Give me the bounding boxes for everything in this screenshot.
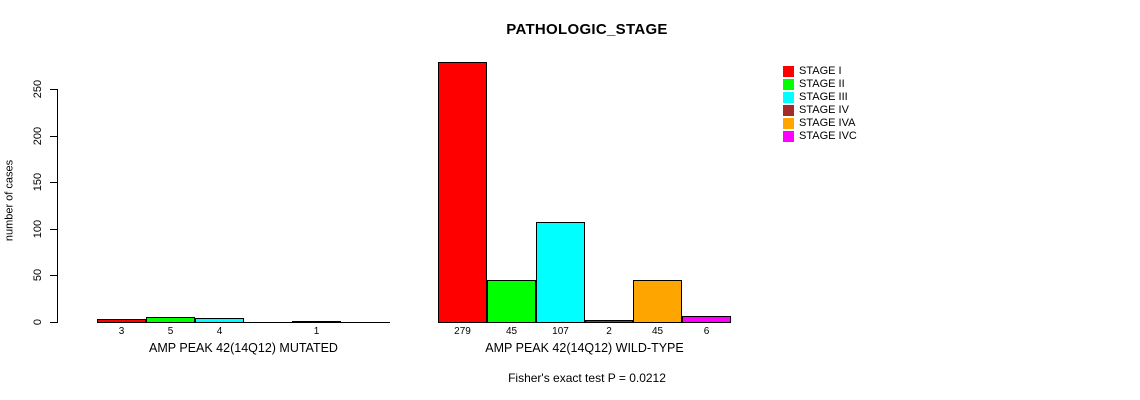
bar-value-label: 45 <box>505 326 518 337</box>
bar-stage-iva <box>633 280 682 322</box>
y-axis-tick <box>50 322 57 323</box>
y-axis-tick-label: 250 <box>32 79 44 99</box>
y-axis-tick-label: 200 <box>32 126 44 146</box>
bar-stage-iii <box>195 318 244 322</box>
legend-item: STAGE II <box>783 78 857 91</box>
y-axis-tick-label: 50 <box>32 268 44 282</box>
x-axis-group-label-mutated: AMP PEAK 42(14Q12) MUTATED <box>149 341 338 355</box>
legend-item: STAGE III <box>783 91 857 104</box>
legend-item: STAGE IVA <box>783 117 857 130</box>
bar-stage-i <box>438 62 487 322</box>
bar-stage-ii <box>146 317 195 322</box>
bar-value-label: 3 <box>118 326 125 337</box>
y-axis-line <box>57 89 58 323</box>
x-axis-baseline <box>97 322 390 323</box>
legend-item-label: STAGE IVA <box>799 117 856 129</box>
fisher-exact-test-note: Fisher's exact test P = 0.0212 <box>508 371 666 385</box>
chart-title: PATHOLOGIC_STAGE <box>506 21 668 38</box>
bar-stage-iva <box>292 321 341 322</box>
y-axis-tick <box>50 229 57 230</box>
bar-stage-ii <box>487 280 536 322</box>
legend-color-swatch-stage-iv <box>783 105 794 116</box>
legend-item: STAGE IVC <box>783 130 857 143</box>
bar-value-label: 45 <box>651 326 664 337</box>
bar-value-label: 1 <box>313 326 320 337</box>
bar-value-label: 6 <box>703 326 710 337</box>
y-axis-tick <box>50 89 57 90</box>
x-axis-baseline <box>438 322 731 323</box>
legend-color-swatch-stage-ii <box>783 79 794 90</box>
legend-item-label: STAGE II <box>799 78 845 90</box>
legend-item-label: STAGE IV <box>799 104 849 116</box>
legend-color-swatch-stage-ivc <box>783 131 794 142</box>
legend-item-label: STAGE III <box>799 91 848 103</box>
x-axis-group-label-wild-type: AMP PEAK 42(14Q12) WILD-TYPE <box>485 341 684 355</box>
y-axis-tick <box>50 182 57 183</box>
y-axis-tick <box>50 136 57 137</box>
legend-color-swatch-stage-iva <box>783 118 794 129</box>
y-axis-tick-label: 150 <box>32 172 44 192</box>
bar-stage-ivc <box>682 316 731 322</box>
bar-value-label: 2 <box>606 326 612 337</box>
bar-value-label: 5 <box>167 326 174 337</box>
bar-value-label: 4 <box>216 326 223 337</box>
legend-color-swatch-stage-i <box>783 66 794 77</box>
bar-stage-i <box>97 319 146 322</box>
y-axis-tick <box>50 275 57 276</box>
bar-value-label: 107 <box>552 326 569 337</box>
legend-item-label: STAGE I <box>799 65 842 77</box>
y-axis-tick-label: 100 <box>32 219 44 239</box>
legend: STAGE I STAGE II STAGE III STAGE IV STAGE IV… <box>783 65 857 143</box>
bar-stage-iii <box>536 222 585 322</box>
legend-item: STAGE IV <box>783 104 857 117</box>
legend-item: STAGE I <box>783 65 857 78</box>
y-axis-tick-label: 0 <box>32 318 44 326</box>
bar-value-label: 279 <box>454 326 471 337</box>
bar-stage-iv <box>585 320 633 322</box>
legend-color-swatch-stage-iii <box>783 92 794 103</box>
y-axis-title: number of cases <box>3 159 16 242</box>
legend-item-label: STAGE IVC <box>799 130 857 142</box>
